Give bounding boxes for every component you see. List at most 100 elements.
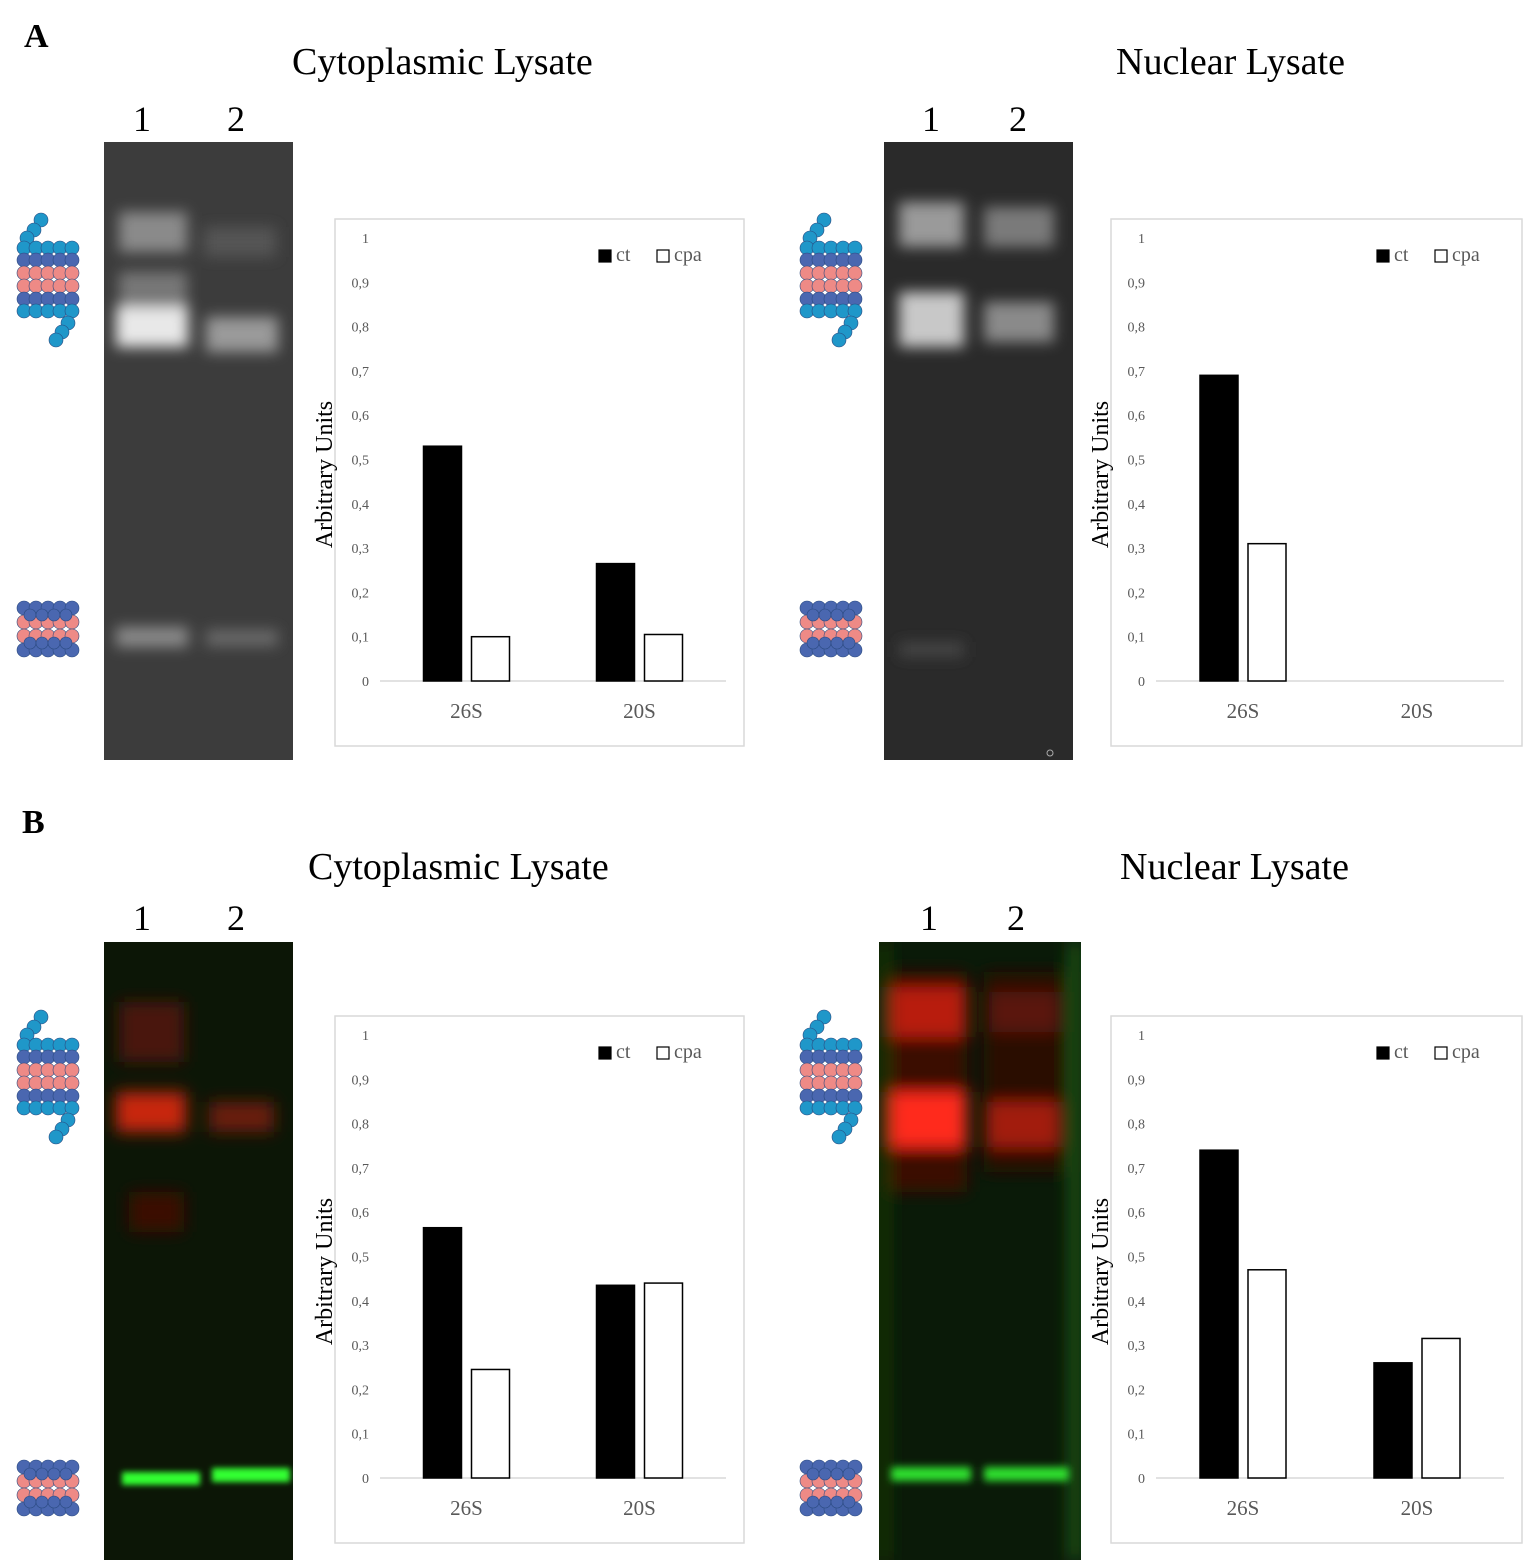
y-tick-label: 0,3 xyxy=(1128,1339,1146,1354)
bar-ct-20S xyxy=(595,562,636,682)
legend-swatch-ct xyxy=(598,1046,612,1060)
x-tick-label: 26S xyxy=(450,699,483,723)
y-tick-label: 0 xyxy=(362,675,369,690)
x-tick-label: 26S xyxy=(1227,1496,1260,1520)
bar-ct-26S xyxy=(1199,374,1239,682)
y-tick-label: 0,1 xyxy=(1128,631,1146,646)
legend-swatch-ct xyxy=(1376,249,1390,263)
bar-chart-b-nuclear: 0 0,1 0,2 0,3 0,4 0,5 0,6 0,7 0,8 0,9 1 Arbitrary U… xyxy=(1088,1015,1523,1544)
y-tick-label: 0,3 xyxy=(352,542,370,557)
bar-cpa-20S xyxy=(643,1282,684,1479)
y-tick-label: 0,6 xyxy=(1128,1206,1146,1221)
y-tick-label: 0,1 xyxy=(352,1428,370,1443)
legend-label-ct: ct xyxy=(616,1041,631,1063)
y-tick-label: 0,8 xyxy=(1128,1118,1146,1133)
legend-swatch-cpa xyxy=(656,249,670,263)
lane-label: 1 xyxy=(133,898,151,938)
bar-ct-26S xyxy=(422,445,463,682)
y-tick-label: 0,9 xyxy=(1128,276,1146,291)
legend-label-ct: ct xyxy=(1394,1041,1409,1063)
lane-label: 1 xyxy=(922,99,940,139)
legend-label-cpa: cpa xyxy=(674,244,702,266)
y-tick-label: 0,8 xyxy=(352,1118,370,1133)
y-tick-label: 0,5 xyxy=(1128,454,1146,469)
lane-label: 2 xyxy=(1007,898,1025,938)
y-tick-label: 0,3 xyxy=(352,1339,370,1354)
proteasome-26s-icon xyxy=(16,212,80,348)
y-tick-label: 0 xyxy=(362,1472,369,1487)
y-tick-label: 0,2 xyxy=(1128,586,1146,601)
y-tick-label: 0,8 xyxy=(1128,321,1146,336)
y-tick-label: 0 xyxy=(1138,1472,1145,1487)
bar-chart-a-cytoplasmic: 0 0,1 0,2 0,3 0,4 0,5 0,6 0,7 0,8 0,9 1 Arbitrary U… xyxy=(312,218,745,747)
y-tick-label: 1 xyxy=(1138,1029,1145,1044)
legend-label-cpa: cpa xyxy=(1452,1041,1480,1063)
x-tick-label: 20S xyxy=(1401,1496,1434,1520)
y-tick-label: 0,7 xyxy=(352,1162,370,1177)
legend-swatch-cpa xyxy=(1434,1046,1448,1060)
bar-cpa-26S xyxy=(470,1368,511,1479)
proteasome-26s-icon xyxy=(799,212,863,348)
y-tick-label: 0,5 xyxy=(352,454,370,469)
x-tick-label: 20S xyxy=(623,1496,656,1520)
lane-label: 2 xyxy=(227,898,245,938)
y-tick-label: 1 xyxy=(1138,232,1145,247)
proteasome-26s-icon xyxy=(799,1009,863,1145)
y-tick-label: 0,8 xyxy=(352,321,370,336)
y-tick-label: 0,6 xyxy=(352,409,370,424)
proteasome-20s-icon xyxy=(16,1459,80,1517)
y-tick-label: 0,9 xyxy=(352,1073,370,1088)
y-tick-label: 0,4 xyxy=(352,498,370,513)
legend-swatch-cpa xyxy=(656,1046,670,1060)
y-axis-label: Arbitrary Units xyxy=(1088,1198,1114,1345)
gel-image-a-cytoplasmic xyxy=(104,142,293,760)
panel-b-nuclear-title: Nuclear Lysate xyxy=(1120,846,1349,888)
proteasome-26s-icon xyxy=(16,1009,80,1145)
y-tick-label: 0,4 xyxy=(1128,498,1146,513)
y-tick-label: 0,2 xyxy=(1128,1383,1146,1398)
gel-image-b-nuclear xyxy=(879,942,1081,1560)
y-tick-label: 0,9 xyxy=(352,276,370,291)
y-tick-label: 0,2 xyxy=(352,1383,370,1398)
chart-frame xyxy=(1110,218,1523,747)
lane-label: 2 xyxy=(1009,99,1027,139)
legend-label-ct: ct xyxy=(1394,244,1409,266)
gel-image-b-cytoplasmic xyxy=(104,942,293,1560)
gel-image-a-nuclear xyxy=(884,142,1073,760)
y-tick-label: 0,6 xyxy=(352,1206,370,1221)
panel-letter-b: B xyxy=(22,804,45,841)
bar-ct-20S xyxy=(1373,1362,1413,1479)
lane-label: 2 xyxy=(227,99,245,139)
panel-letter-a: A xyxy=(24,18,49,55)
y-tick-label: 0,6 xyxy=(1128,409,1146,424)
legend-label-cpa: cpa xyxy=(1452,244,1480,266)
proteasome-20s-icon xyxy=(799,1459,863,1517)
y-tick-label: 1 xyxy=(362,232,369,247)
y-tick-label: 0,5 xyxy=(352,1251,370,1266)
panel-a-cytoplasmic-title: Cytoplasmic Lysate xyxy=(292,41,593,83)
legend-swatch-cpa xyxy=(1434,249,1448,263)
y-tick-label: 1 xyxy=(362,1029,369,1044)
y-tick-label: 0,2 xyxy=(352,586,370,601)
y-axis-label: Arbitrary Units xyxy=(312,401,338,548)
bar-cpa-26S xyxy=(1247,542,1287,682)
bar-cpa-20S xyxy=(643,633,684,682)
proteasome-20s-icon xyxy=(16,600,80,658)
legend-swatch-ct xyxy=(1376,1046,1390,1060)
proteasome-20s-icon xyxy=(799,600,863,658)
y-tick-label: 0,5 xyxy=(1128,1251,1146,1266)
y-axis-label: Arbitrary Units xyxy=(312,1198,338,1345)
y-tick-label: 0,9 xyxy=(1128,1073,1146,1088)
legend-swatch-ct xyxy=(598,249,612,263)
panel-a-nuclear-title: Nuclear Lysate xyxy=(1116,41,1345,83)
y-tick-label: 0 xyxy=(1138,675,1145,690)
bar-ct-26S xyxy=(422,1226,463,1479)
bar-chart-a-nuclear: 0 0,1 0,2 0,3 0,4 0,5 0,6 0,7 0,8 0,9 1 Arbitrary U… xyxy=(1088,218,1523,747)
x-tick-label: 26S xyxy=(450,1496,483,1520)
y-tick-label: 0,4 xyxy=(1128,1295,1146,1310)
bar-chart-b-cytoplasmic: 0 0,1 0,2 0,3 0,4 0,5 0,6 0,7 0,8 0,9 1 Arbitrary U… xyxy=(312,1015,745,1544)
lane-label: 1 xyxy=(920,898,938,938)
y-tick-label: 0,4 xyxy=(352,1295,370,1310)
y-tick-label: 0,1 xyxy=(1128,1428,1146,1443)
y-tick-label: 0,1 xyxy=(352,631,370,646)
